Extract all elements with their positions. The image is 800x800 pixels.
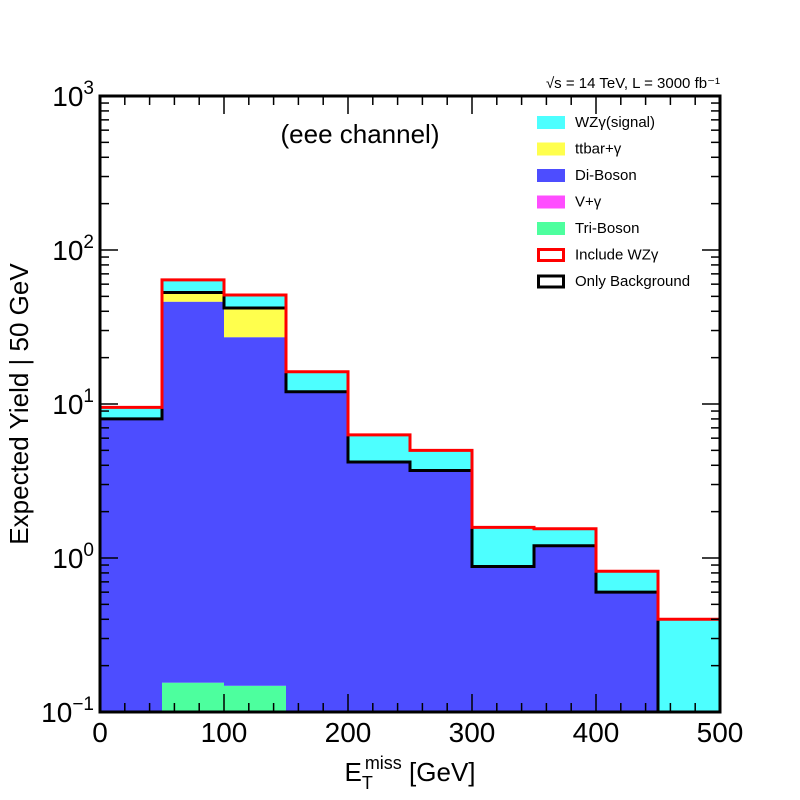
- x-tick-label-400: 400: [573, 717, 620, 748]
- only-background-line: [98, 290, 660, 712]
- x-axis-title-main: E: [344, 757, 361, 787]
- bar-wz-signal--bin-1: [162, 279, 224, 293]
- bar-wz-signal--bin-0: [100, 407, 162, 419]
- tick-labels: 0 100 200 300 400 500 10−1 100 101 102 103: [41, 78, 743, 748]
- legend-swatch-2: [537, 169, 565, 182]
- legend-label-0: WZγ(signal): [575, 114, 655, 131]
- bar-di-boson-bin-5: [410, 470, 472, 712]
- include-signal-line: [98, 278, 722, 712]
- stacked-fills: [100, 279, 720, 712]
- bar-wz-signal--bin-6: [472, 527, 534, 567]
- bar-tri-boson-bin-2: [224, 685, 286, 712]
- legend-label-2: Di-Boson: [575, 167, 637, 184]
- legend-label-3: V+γ: [575, 194, 602, 211]
- bar-wz-signal--bin-4: [348, 434, 410, 463]
- bar-ttbar--bin-2: [224, 307, 286, 338]
- energy-lumi-label: √s = 14 TeV, L = 3000 fb⁻¹: [546, 75, 720, 92]
- x-tick-label-300: 300: [449, 717, 496, 748]
- y-tick-label-0.1: 10−1: [41, 694, 94, 728]
- bar-ttbar--bin-1: [162, 292, 224, 302]
- y-tick-label-1000: 103: [52, 78, 94, 112]
- bar-wz-signal--bin-5: [410, 450, 472, 471]
- legend-label-6: Only Background: [575, 273, 690, 290]
- legend-label-1: ttbar+γ: [575, 141, 622, 158]
- bar-di-boson-bin-8: [596, 592, 658, 712]
- bar-wz-signal--bin-7: [534, 528, 596, 546]
- y-tick-label-10: 101: [52, 386, 94, 420]
- legend-swatch-6: [537, 274, 565, 289]
- x-tick-label-200: 200: [325, 717, 372, 748]
- y-tick-label-1: 100: [52, 540, 94, 574]
- bar-di-boson-bin-4: [348, 462, 410, 712]
- legend-swatch-0: [537, 116, 565, 129]
- x-axis-title-subscript: T: [362, 773, 373, 793]
- y-axis-title: Expected Yield | 50 GeV: [4, 263, 34, 545]
- bar-di-boson-bin-2: [224, 337, 286, 686]
- legend-swatch-1: [537, 142, 565, 156]
- bar-wz-signal--bin-2: [224, 294, 286, 308]
- bar-di-boson-bin-6: [472, 566, 534, 712]
- x-tick-label-0: 0: [92, 717, 108, 748]
- bar-wz-signal--bin-9: [658, 619, 720, 712]
- x-tick-label-500: 500: [697, 717, 744, 748]
- channel-annotation: (eee channel): [281, 119, 440, 149]
- legend-swatch-5: [537, 248, 565, 262]
- bar-di-boson-bin-1: [162, 301, 224, 683]
- legend-label-5: Include WZγ: [575, 247, 659, 264]
- x-axis-title-superscript: miss: [365, 753, 402, 773]
- bar-di-boson-bin-3: [286, 391, 348, 712]
- x-tick-label-100: 100: [201, 717, 248, 748]
- legend-label-4: Tri-Boson: [575, 220, 639, 237]
- bar-wz-signal--bin-8: [596, 571, 658, 593]
- bar-di-boson-bin-7: [534, 545, 596, 712]
- tick-marks: [99, 96, 721, 713]
- outline-lines: [98, 278, 722, 712]
- x-axis-title: ETmiss [GeV]: [344, 753, 475, 793]
- bar-tri-boson-bin-1: [162, 682, 224, 712]
- x-axis-title-unit: [GeV]: [402, 757, 476, 787]
- legend: WZγ(signal) ttbar+γ Di-Boson V+γ Tri-Boson In…: [537, 114, 690, 290]
- y-tick-label-100: 102: [52, 232, 94, 266]
- bar-wz-signal--bin-3: [286, 371, 348, 392]
- legend-swatch-3: [537, 195, 565, 209]
- legend-swatch-4: [537, 222, 565, 235]
- bar-di-boson-bin-0: [100, 418, 162, 712]
